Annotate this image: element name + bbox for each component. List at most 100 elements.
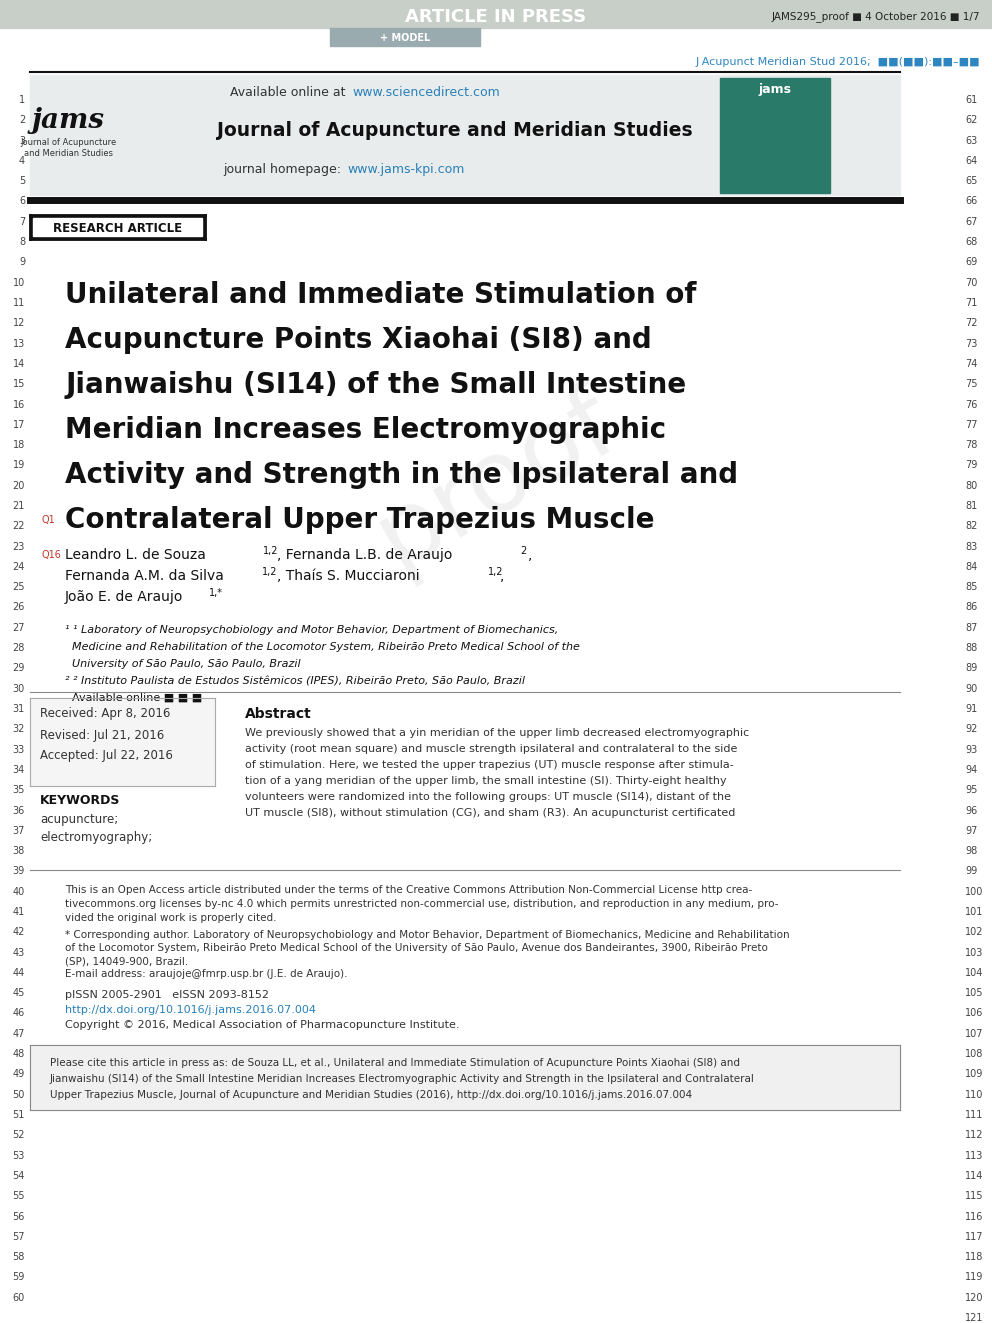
- Text: 75: 75: [965, 380, 977, 389]
- Text: jams: jams: [32, 106, 104, 134]
- Text: 119: 119: [965, 1273, 983, 1282]
- Text: 105: 105: [965, 988, 983, 998]
- Text: 117: 117: [965, 1232, 983, 1242]
- Text: 20: 20: [13, 480, 25, 491]
- Text: 87: 87: [965, 623, 977, 632]
- Text: 16: 16: [13, 400, 25, 410]
- Text: University of São Paulo, São Paulo, Brazil: University of São Paulo, São Paulo, Braz…: [65, 659, 301, 669]
- Text: 35: 35: [13, 785, 25, 795]
- Text: 77: 77: [965, 419, 977, 430]
- Text: 59: 59: [13, 1273, 25, 1282]
- Text: This is an Open Access article distributed under the terms of the Creative Commo: This is an Open Access article distribut…: [65, 885, 752, 894]
- Text: 92: 92: [965, 724, 977, 734]
- Text: 15: 15: [13, 380, 25, 389]
- Text: E-mail address: araujoje@fmrp.usp.br (J.E. de Araujo).: E-mail address: araujoje@fmrp.usp.br (J.…: [65, 968, 347, 979]
- Text: 63: 63: [965, 135, 977, 146]
- Text: 33: 33: [13, 745, 25, 754]
- Text: 99: 99: [965, 867, 977, 876]
- Text: 39: 39: [13, 867, 25, 876]
- Text: 93: 93: [965, 745, 977, 754]
- Text: Revised: Jul 21, 2016: Revised: Jul 21, 2016: [40, 729, 165, 741]
- Text: João E. de Araujo: João E. de Araujo: [65, 590, 187, 605]
- Text: * Corresponding author. Laboratory of Neuropsychobiology and Motor Behavior, Dep: * Corresponding author. Laboratory of Ne…: [65, 930, 790, 941]
- Text: tion of a yang meridian of the upper limb, the small intestine (SI). Thirty-eigh: tion of a yang meridian of the upper lim…: [245, 777, 726, 786]
- Text: 102: 102: [965, 927, 983, 937]
- Text: 49: 49: [13, 1069, 25, 1080]
- Text: KEYWORDS: KEYWORDS: [40, 794, 120, 807]
- Text: 90: 90: [965, 684, 977, 693]
- Text: 7: 7: [19, 217, 25, 226]
- Text: We previously showed that a yin meridian of the upper limb decreased electromyog: We previously showed that a yin meridian…: [245, 728, 749, 738]
- Text: 26: 26: [13, 602, 25, 613]
- Text: 98: 98: [965, 847, 977, 856]
- Text: 62: 62: [965, 115, 977, 126]
- Text: 103: 103: [965, 947, 983, 958]
- Text: 109: 109: [965, 1069, 983, 1080]
- Text: RESEARCH ARTICLE: RESEARCH ARTICLE: [54, 222, 183, 235]
- Text: 25: 25: [13, 582, 25, 593]
- Text: 1: 1: [19, 95, 25, 105]
- Text: 112: 112: [965, 1130, 983, 1140]
- Text: 106: 106: [965, 1008, 983, 1019]
- Text: 57: 57: [13, 1232, 25, 1242]
- Text: 85: 85: [965, 582, 977, 593]
- Text: 83: 83: [965, 541, 977, 552]
- Text: 40: 40: [13, 886, 25, 897]
- Text: Please cite this article in press as: de Souza LL, et al., Unilateral and Immedi: Please cite this article in press as: de…: [50, 1058, 740, 1068]
- Text: 88: 88: [965, 643, 977, 654]
- Text: , Thaís S. Mucciaroni: , Thaís S. Mucciaroni: [277, 569, 424, 583]
- Text: (SP), 14049-900, Brazil.: (SP), 14049-900, Brazil.: [65, 957, 188, 966]
- Text: Q1: Q1: [42, 515, 56, 525]
- Bar: [720, 78, 830, 193]
- Text: 24: 24: [13, 562, 25, 572]
- Text: Fernanda A.M. da Silva: Fernanda A.M. da Silva: [65, 569, 228, 583]
- Text: 120: 120: [965, 1293, 983, 1303]
- Text: 61: 61: [965, 95, 977, 105]
- Text: 86: 86: [965, 602, 977, 613]
- Text: Journal of Acupuncture
and Meridian Studies: Journal of Acupuncture and Meridian Stud…: [20, 139, 116, 157]
- Text: 37: 37: [13, 826, 25, 836]
- Text: 64: 64: [965, 156, 977, 165]
- Text: ² ² Instituto Paulista de Estudos Sistêmicos (IPES), Ribeirão Preto, São Paulo, : ² ² Instituto Paulista de Estudos Sistêm…: [65, 676, 525, 687]
- Text: Leandro L. de Souza: Leandro L. de Souza: [65, 548, 210, 562]
- Text: journal homepage:: journal homepage:: [223, 164, 345, 176]
- Text: 48: 48: [13, 1049, 25, 1060]
- Text: 66: 66: [965, 197, 977, 206]
- Text: 76: 76: [965, 400, 977, 410]
- Text: 27: 27: [13, 623, 25, 632]
- Text: 21: 21: [13, 501, 25, 511]
- Text: 89: 89: [965, 663, 977, 673]
- Text: 4: 4: [19, 156, 25, 165]
- Text: 34: 34: [13, 765, 25, 775]
- Text: 80: 80: [965, 480, 977, 491]
- Text: www.jams-kpi.com: www.jams-kpi.com: [347, 164, 464, 176]
- Text: Jianwaishu (SI14) of the Small Intestine: Jianwaishu (SI14) of the Small Intestine: [65, 370, 686, 400]
- Bar: [30, 1045, 900, 1110]
- Text: 96: 96: [965, 806, 977, 815]
- Text: volunteers were randomized into the following groups: UT muscle (SI14), distant : volunteers were randomized into the foll…: [245, 792, 731, 802]
- Text: 65: 65: [965, 176, 977, 187]
- Text: 31: 31: [13, 704, 25, 714]
- Text: 1,2: 1,2: [263, 546, 279, 556]
- Text: 81: 81: [965, 501, 977, 511]
- Text: 116: 116: [965, 1212, 983, 1221]
- Text: 3: 3: [19, 135, 25, 146]
- Text: 104: 104: [965, 968, 983, 978]
- Text: 71: 71: [965, 298, 977, 308]
- Text: 101: 101: [965, 908, 983, 917]
- Text: Contralateral Upper Trapezius Muscle: Contralateral Upper Trapezius Muscle: [65, 505, 655, 534]
- Text: 28: 28: [13, 643, 25, 654]
- Text: 67: 67: [965, 217, 977, 226]
- Text: + MODEL: + MODEL: [380, 33, 431, 44]
- Text: activity (root mean square) and muscle strength ipsilateral and contralateral to: activity (root mean square) and muscle s…: [245, 744, 737, 754]
- Text: 6: 6: [19, 197, 25, 206]
- Text: 43: 43: [13, 947, 25, 958]
- Text: 13: 13: [13, 339, 25, 348]
- Text: 69: 69: [965, 258, 977, 267]
- Text: 23: 23: [13, 541, 25, 552]
- Text: 47: 47: [13, 1029, 25, 1039]
- Text: JAMS295_proof ■ 4 October 2016 ■ 1/7: JAMS295_proof ■ 4 October 2016 ■ 1/7: [772, 12, 980, 22]
- Bar: [330, 28, 480, 46]
- Text: Received: Apr 8, 2016: Received: Apr 8, 2016: [40, 708, 171, 721]
- Text: 100: 100: [965, 886, 983, 897]
